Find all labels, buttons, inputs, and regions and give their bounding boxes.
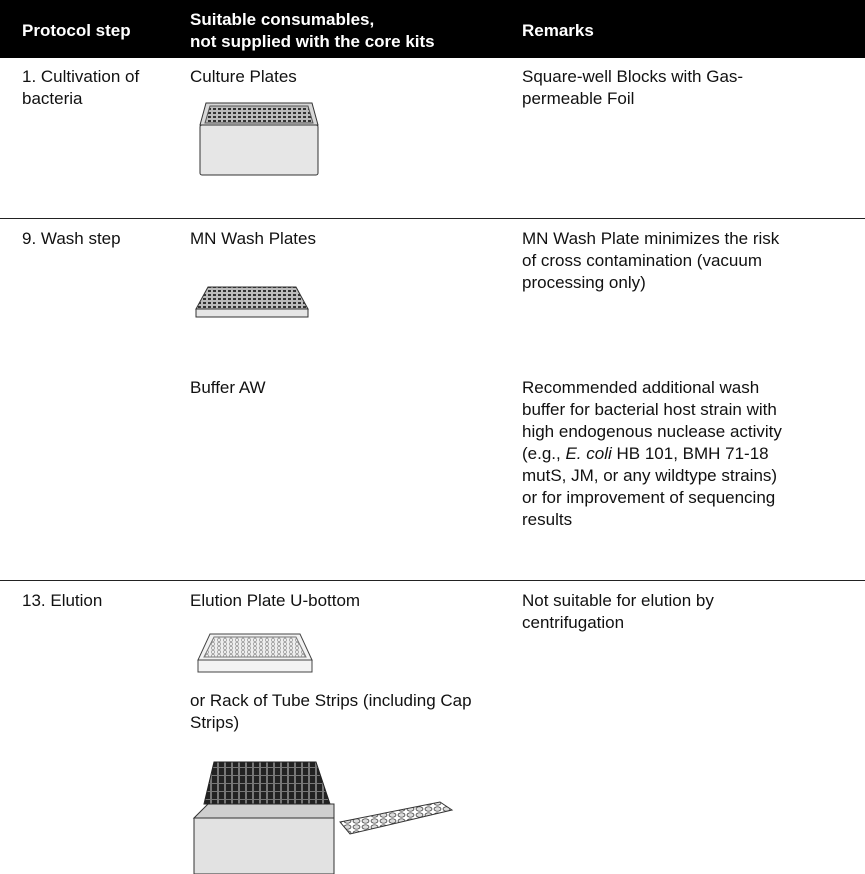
step: 1. Cultivation of bacteria [22, 67, 140, 108]
item-name: Elution Plate U-bottom [190, 591, 361, 610]
header-line: not supplied with the core kits [190, 32, 435, 51]
culture-plate-image [199, 102, 319, 176]
step: 9. Wash step [22, 229, 121, 248]
tube-rack-image [192, 761, 454, 874]
remark: Square-well Blocks with Gas-permeable Fo… [522, 67, 744, 108]
elution-plate-image [197, 633, 313, 673]
row-divider [0, 218, 865, 219]
remark-text: HB 101, BMH 71-18 mutS, JM, or any wildt… [522, 444, 778, 529]
step: 13. Elution [22, 591, 103, 610]
table-header [0, 0, 865, 58]
header-cell: Suitable consumables, not supplied with t… [190, 9, 510, 53]
item-name: MN Wash Plates [190, 229, 316, 248]
wash-plate-image [195, 286, 309, 318]
header-cell: Remarks [522, 21, 594, 40]
item-name: Culture Plates [190, 67, 297, 86]
header-line: Suitable consumables, [190, 10, 375, 29]
header-cell: Protocol step [22, 21, 131, 40]
item-name: or Rack of Tube Strips (including Cap St… [190, 691, 472, 732]
remark: Not suitable for elution by centrifugati… [522, 591, 714, 632]
remark: Recommended additional wash buffer for b… [522, 377, 790, 531]
remark-italic: E. coli [565, 444, 612, 463]
item-name: Buffer AW [190, 378, 266, 397]
remark: MN Wash Plate minimizes the risk of cros… [522, 229, 780, 292]
remark-text: Recommended additional wash buffer for b… [522, 378, 782, 463]
row-divider [0, 580, 865, 581]
